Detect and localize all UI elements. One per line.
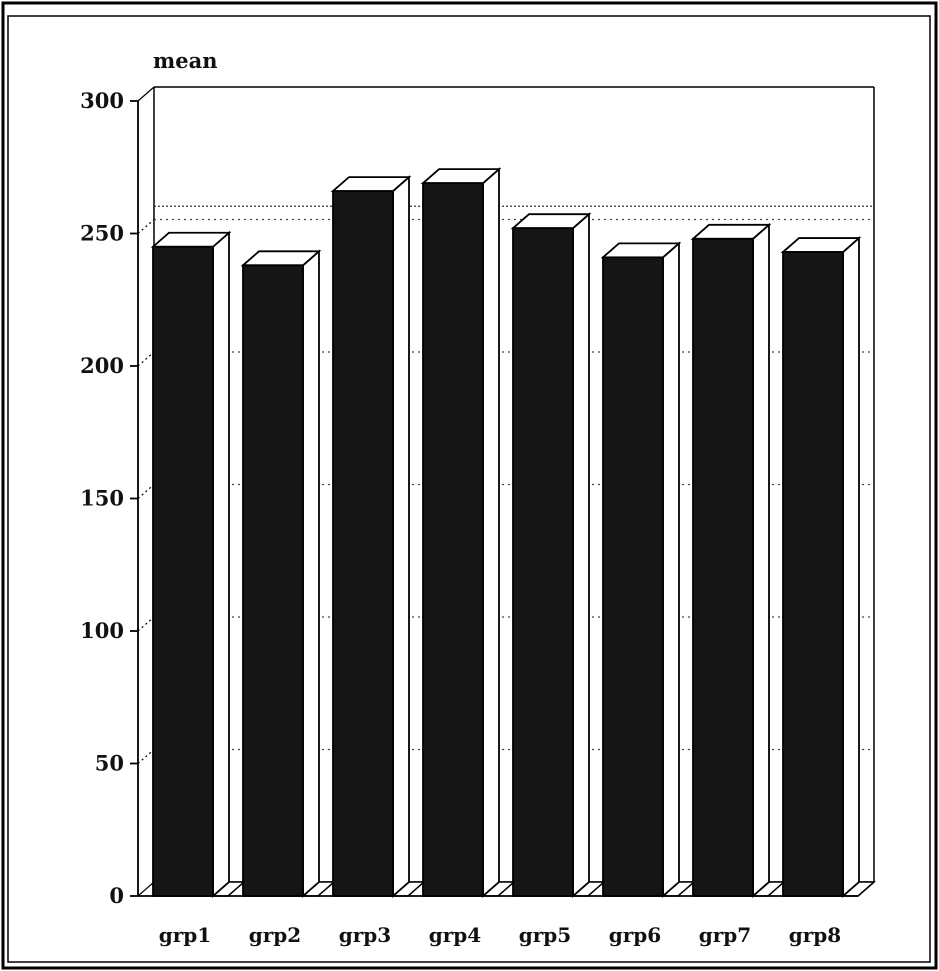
inner-border bbox=[7, 15, 931, 963]
bar-side-face bbox=[482, 167, 500, 898]
y-tick-label: 250 bbox=[80, 221, 124, 246]
tick-connector bbox=[137, 616, 155, 632]
bar-side-face bbox=[392, 175, 410, 898]
tick-connector bbox=[137, 219, 155, 234]
bar-front-face bbox=[242, 264, 304, 897]
x-tick-label-grp1: grp1 bbox=[159, 923, 211, 947]
tick-connector bbox=[137, 86, 155, 102]
x-tick-label-grp3: grp3 bbox=[339, 923, 391, 947]
bar-grp2 bbox=[240, 249, 336, 898]
bar-grp1 bbox=[150, 230, 246, 898]
bar-side-face bbox=[842, 236, 860, 898]
axis-layer: grp1 grp2 grp3 grp4 grp5 grp6 grp7 grp8 0 50 100 15… bbox=[80, 88, 858, 947]
y-tick-label: 150 bbox=[80, 486, 124, 511]
x-tick-label-grp6: grp6 bbox=[609, 923, 661, 947]
bar-side-face bbox=[212, 230, 230, 898]
tick-connector bbox=[137, 484, 155, 499]
bar-front-face bbox=[152, 245, 214, 897]
bar-front-face bbox=[512, 227, 574, 897]
bar-front-face bbox=[422, 182, 484, 897]
y-axis-title: mean bbox=[153, 48, 217, 73]
x-tick-label-grp5: grp5 bbox=[519, 923, 571, 947]
bar-side-face bbox=[752, 222, 770, 898]
bar-grp7 bbox=[690, 222, 786, 898]
bar-layer bbox=[150, 167, 876, 898]
bar-grp4 bbox=[420, 167, 516, 898]
tick-connector bbox=[137, 749, 155, 764]
y-tick-label: 300 bbox=[80, 88, 124, 113]
bar-front-face bbox=[332, 190, 394, 897]
bar-front-face bbox=[782, 251, 844, 897]
bar-front-face bbox=[602, 256, 664, 897]
y-tick-label: 0 bbox=[109, 883, 124, 908]
x-tick-label-grp8: grp8 bbox=[789, 923, 841, 947]
x-tick-label-grp7: grp7 bbox=[699, 923, 751, 947]
bar-front-face bbox=[692, 237, 754, 897]
bar-grp6 bbox=[600, 241, 696, 898]
y-tick-label: 100 bbox=[80, 618, 124, 643]
bar-grp5 bbox=[510, 212, 606, 898]
bar-grp3 bbox=[330, 175, 426, 898]
tick-connector bbox=[137, 351, 155, 367]
y-tick-label: 200 bbox=[80, 353, 124, 378]
y-tick-label: 50 bbox=[95, 751, 124, 776]
bar-side-face bbox=[572, 212, 590, 898]
x-tick-label-grp4: grp4 bbox=[429, 923, 482, 947]
tick-connector bbox=[137, 881, 155, 897]
bar-side-face bbox=[302, 249, 320, 898]
x-tick-label-grp2: grp2 bbox=[249, 923, 301, 947]
bar-side-face bbox=[662, 241, 680, 898]
bar-grp8 bbox=[780, 236, 876, 898]
